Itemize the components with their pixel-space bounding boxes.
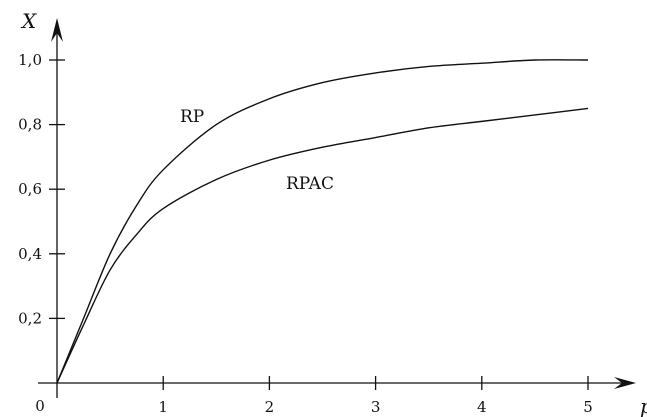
series-label-rp: RP	[180, 107, 204, 127]
y-axis-label: X	[20, 9, 37, 33]
series-line-rpac	[56, 107, 589, 384]
y-axis-arrow	[51, 18, 63, 42]
origin-label: 0	[35, 397, 45, 415]
x-tick-label: 3	[371, 398, 381, 416]
ticks	[49, 59, 589, 390]
x-axis-label: p	[640, 394, 647, 417]
x-tick-label: 5	[583, 398, 593, 416]
series-line-rp	[56, 59, 589, 384]
y-tick-label: 0,4	[18, 245, 42, 263]
curves	[56, 59, 589, 384]
y-tick-label: 0,2	[18, 309, 42, 327]
y-tick-label: 0,6	[18, 180, 42, 198]
labels: 1 2 3 4 5 0,2 0,4 0,6 0,8 1,0 0 p X RP RPAC	[18, 9, 647, 417]
y-tick-label: 0,8	[18, 116, 42, 134]
x-tick-label: 1	[158, 398, 168, 416]
series-label-rpac: RPAC	[286, 174, 334, 194]
axes	[38, 18, 636, 398]
y-tick-label: 1,0	[18, 51, 42, 69]
x-tick-label: 4	[477, 398, 487, 416]
x-tick-label: 2	[265, 398, 275, 416]
x-axis-arrow	[614, 377, 636, 389]
